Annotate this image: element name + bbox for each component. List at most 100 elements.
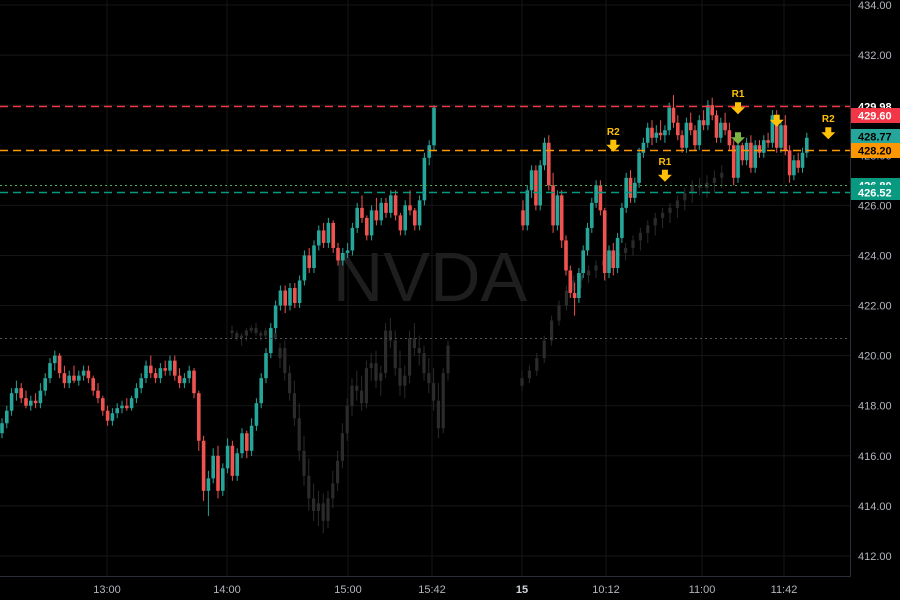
price-tick-label: 416.00 <box>858 451 892 463</box>
candle-body <box>422 353 426 374</box>
candle-body <box>779 125 783 148</box>
price-levels <box>0 105 850 339</box>
candle-body <box>336 460 340 484</box>
candle-body <box>379 373 383 381</box>
candle-body <box>192 370 196 394</box>
candle-body <box>240 433 244 454</box>
candle-body <box>783 125 788 151</box>
time-tick-label: 10:12 <box>592 584 620 596</box>
candle-body <box>564 240 568 271</box>
candle-body <box>230 445 235 476</box>
candle-body <box>403 375 407 386</box>
candle-body <box>221 468 225 491</box>
candle-body <box>683 192 687 201</box>
candle-body <box>182 378 187 384</box>
candle-body <box>671 107 676 123</box>
candle-body <box>278 290 283 306</box>
price-tick-label: 420.00 <box>858 351 892 363</box>
candle-body <box>792 160 796 176</box>
candle-body <box>740 145 745 161</box>
candle-body <box>129 398 134 409</box>
candle-body <box>115 408 119 414</box>
candle-body <box>259 378 263 404</box>
candle-body <box>283 290 287 306</box>
candle-body <box>579 275 583 281</box>
candle-body <box>555 195 560 226</box>
candle-body <box>720 172 724 178</box>
candle-body <box>535 358 539 371</box>
candle-body <box>542 142 547 166</box>
candle-body <box>225 445 230 469</box>
candle-body <box>590 202 594 228</box>
candle-body <box>307 475 311 499</box>
candle-body <box>714 115 719 138</box>
candle-body <box>326 498 330 521</box>
candle-body <box>96 390 100 399</box>
candle-body <box>384 202 388 213</box>
candle-body <box>422 157 427 201</box>
candle-body <box>658 132 663 136</box>
time-tick-label: 15:00 <box>334 584 362 596</box>
candle-body <box>557 305 561 321</box>
candle-body <box>611 250 616 268</box>
candle-body <box>144 365 148 379</box>
candle-body <box>321 503 325 521</box>
candle-body <box>633 182 637 198</box>
candle-body <box>57 355 62 374</box>
candle-body <box>587 270 591 276</box>
candle-body <box>766 140 770 143</box>
candle-body <box>680 135 684 148</box>
price-candles <box>0 95 809 516</box>
candle-body <box>81 370 86 376</box>
candle-body <box>365 217 369 236</box>
candle-body <box>796 160 800 168</box>
candle-body <box>719 122 723 138</box>
price-level-label: 428.77 <box>858 132 892 144</box>
candle-body <box>389 195 393 213</box>
candle-body <box>690 185 694 193</box>
candle-body <box>432 107 436 146</box>
candle-body <box>529 170 534 191</box>
candle-body <box>360 207 364 218</box>
candle-body <box>712 177 716 183</box>
candle-body <box>288 288 292 306</box>
price-tick-label: 412.00 <box>858 551 892 563</box>
candle-body <box>661 212 665 218</box>
candle-body <box>731 145 736 178</box>
price-tick-label: 426.00 <box>858 200 892 212</box>
candle-body <box>753 145 757 168</box>
candle-body <box>762 140 766 153</box>
candle-body <box>33 400 38 404</box>
candle-body <box>249 328 253 331</box>
candle-body <box>350 385 354 406</box>
time-axis[interactable]: 13:00 14:00 15:00 15:42 15 10:12 11:00 11:42 <box>93 584 797 596</box>
candle-body <box>125 405 129 409</box>
candle-body <box>568 270 573 294</box>
candle-body <box>149 365 153 374</box>
candle-body <box>525 190 530 226</box>
candle-body <box>594 265 598 271</box>
candle-body <box>120 405 124 409</box>
candle-body <box>736 145 740 178</box>
price-tick-label: 424.00 <box>858 250 892 262</box>
candle-body <box>139 378 143 389</box>
candle-body <box>436 400 440 429</box>
candle-body <box>168 360 172 371</box>
candle-body <box>86 370 91 379</box>
price-level-badge <box>851 108 900 123</box>
candle-body <box>101 398 105 411</box>
candle-body <box>675 200 679 208</box>
candle-body <box>53 355 57 364</box>
candle-body <box>206 478 211 491</box>
symbol-watermark: NVDA <box>333 238 528 316</box>
candle-body <box>441 373 445 429</box>
price-level-label: 429.60 <box>858 111 892 123</box>
candle-body <box>408 338 412 376</box>
candle-body <box>427 145 431 158</box>
candle-body <box>312 498 316 511</box>
candle-body <box>38 390 43 404</box>
candle-body <box>663 130 667 136</box>
